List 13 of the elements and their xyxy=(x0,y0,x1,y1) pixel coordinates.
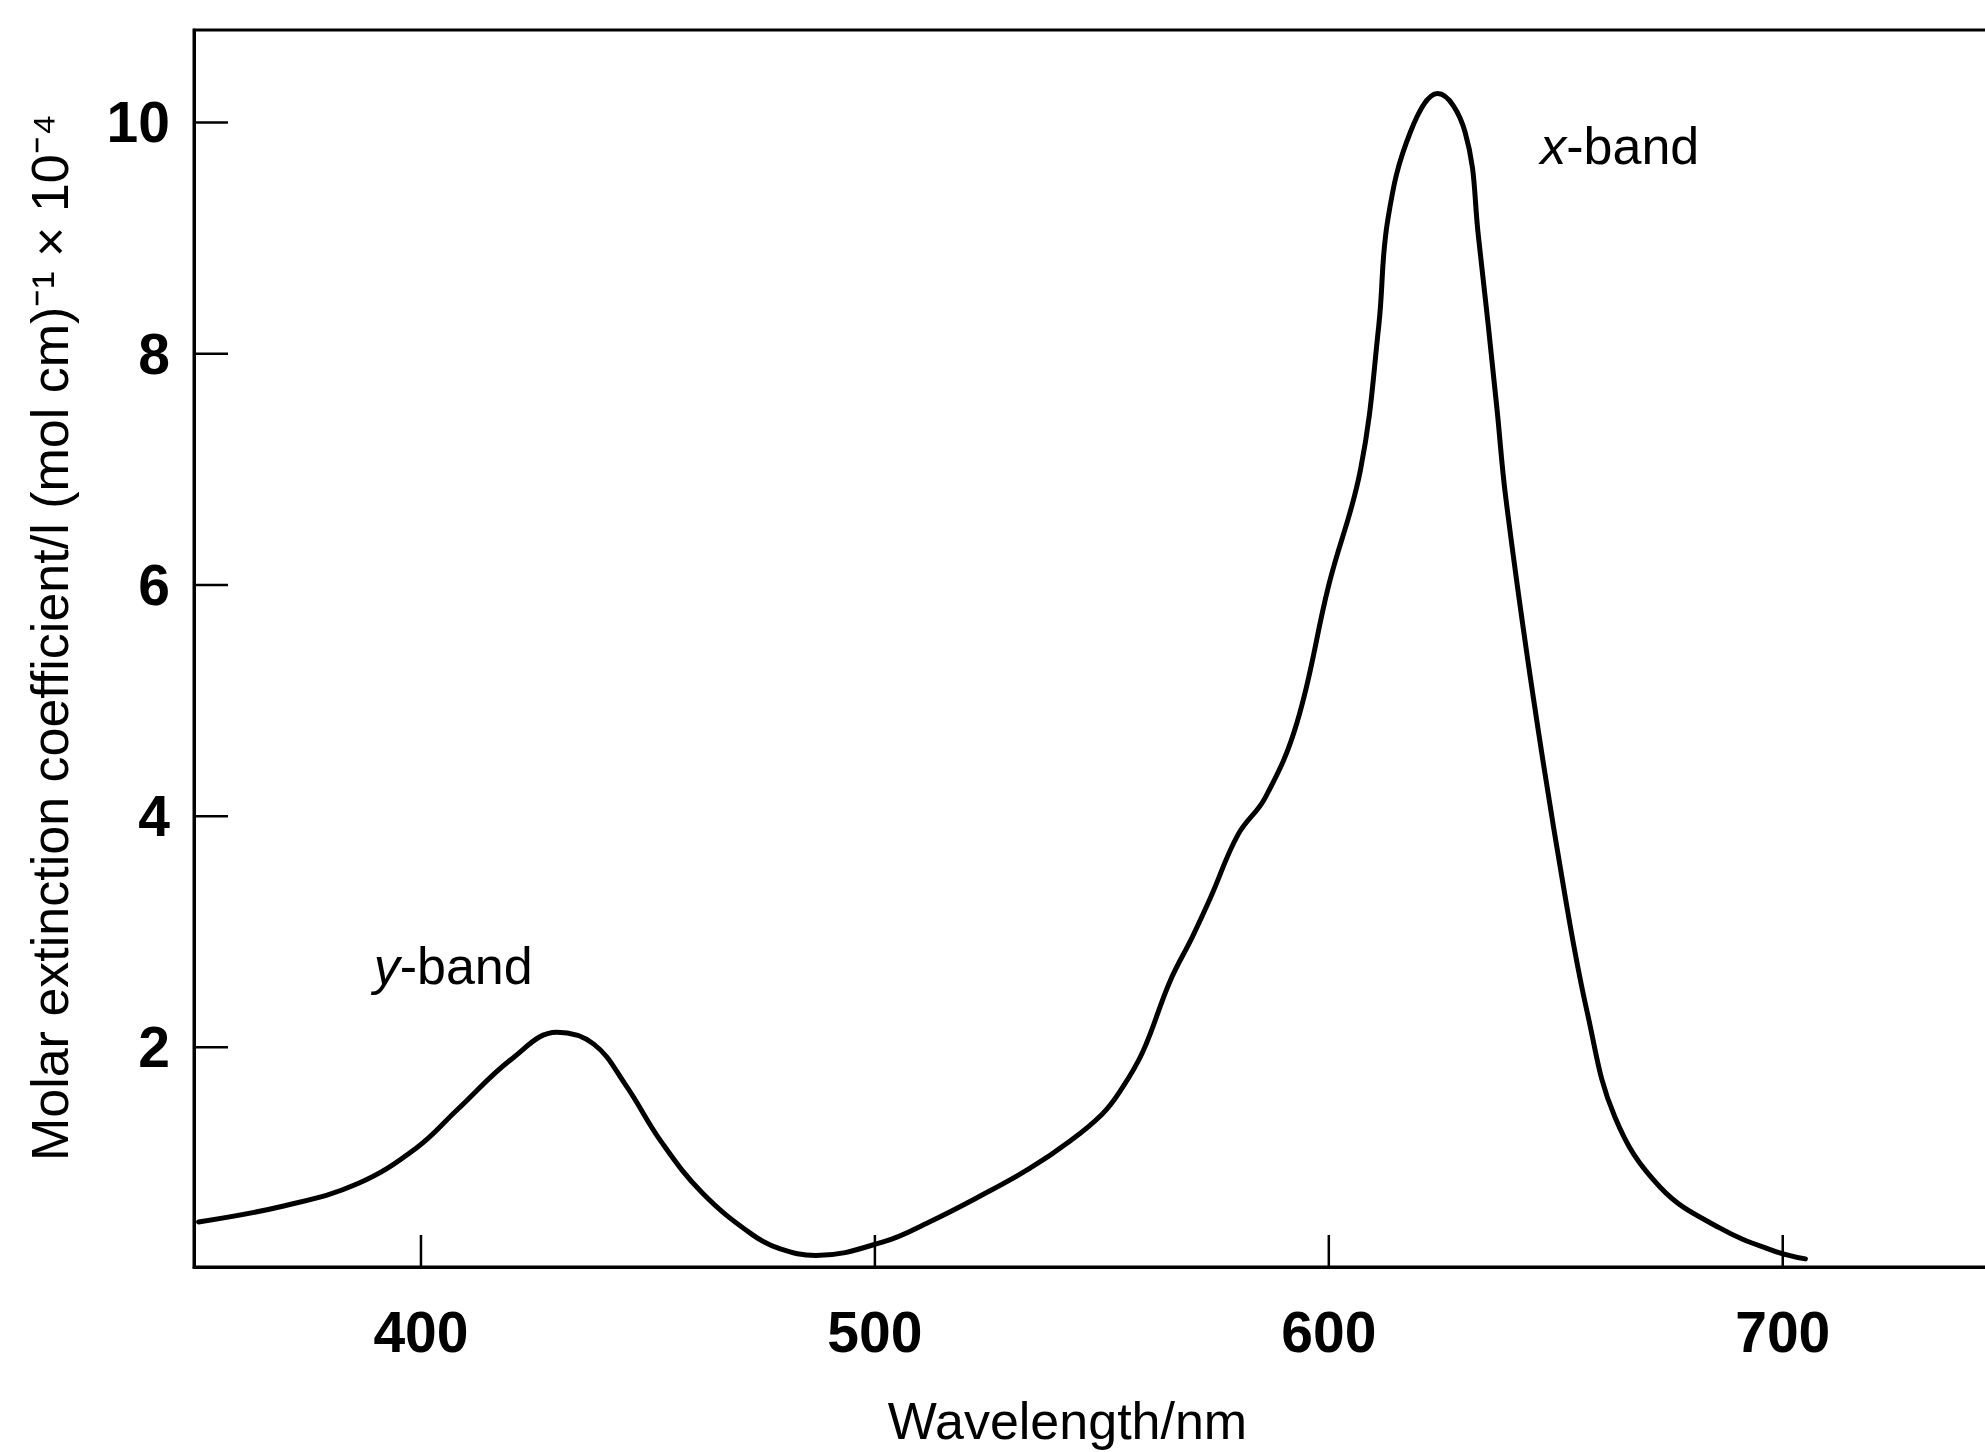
y-axis-title: Molar extinction coefficient/l (mol cm)⁻¹ × 10⁻⁴ xyxy=(21,113,79,1162)
y-tick-label: 2 xyxy=(138,1015,170,1080)
x-tick-label: 400 xyxy=(373,1299,469,1364)
y-tick-label: 4 xyxy=(138,784,171,849)
y-tick-label: 8 xyxy=(138,321,170,386)
x-tick-label: 500 xyxy=(827,1299,923,1364)
x-tick-label: 600 xyxy=(1281,1299,1377,1364)
x-tick-label: 700 xyxy=(1735,1299,1831,1364)
annotation: x-band xyxy=(1537,116,1700,175)
annotation: y-band xyxy=(370,937,533,996)
x-axis-title: Wavelength/nm xyxy=(887,1392,1248,1450)
y-tick-label: 10 xyxy=(106,90,170,155)
y-tick-label: 6 xyxy=(138,552,170,617)
